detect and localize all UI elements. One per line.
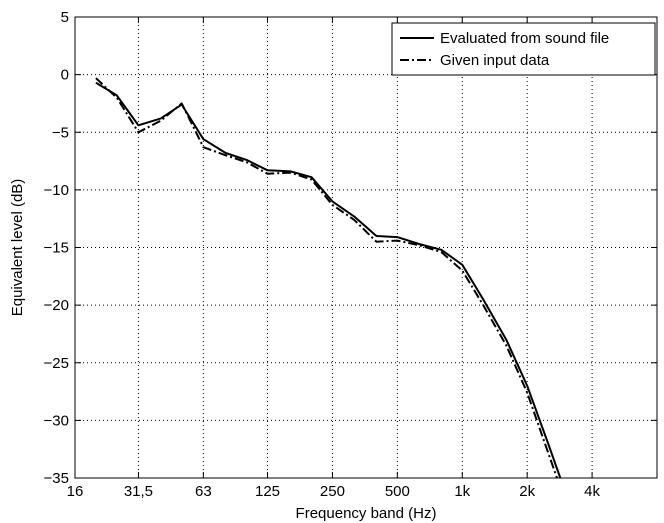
y-tick-label: 5 <box>61 9 69 26</box>
x-tick-label: 1k <box>454 483 470 500</box>
y-tick-label: −35 <box>44 470 69 487</box>
y-tick-label: −25 <box>44 355 69 372</box>
y-tick-label: −5 <box>52 124 69 141</box>
y-tick-label: −15 <box>44 240 69 257</box>
legend-label-evaluated: Evaluated from sound file <box>440 30 609 47</box>
legend-box <box>391 22 656 76</box>
x-tick-label: 63 <box>195 483 212 500</box>
x-axis-label: Frequency band (Hz) <box>296 505 437 522</box>
y-tick-label: 0 <box>61 67 69 84</box>
series-line-given <box>95 77 558 478</box>
legend: Evaluated from sound file Given input da… <box>391 22 656 76</box>
series-line-evaluated <box>95 81 562 478</box>
y-tick-label: −10 <box>44 182 69 199</box>
y-tick-label: −30 <box>44 412 69 429</box>
x-tick-label: 125 <box>255 483 280 500</box>
y-tick-label: −20 <box>44 297 69 314</box>
grid <box>75 17 657 478</box>
x-tick-label: 16 <box>67 483 84 500</box>
legend-label-given: Given input data <box>440 52 550 69</box>
plot-frame <box>74 16 658 479</box>
y-axis-label: Equivalent level (dB) <box>9 179 26 317</box>
series-layer <box>95 77 562 478</box>
x-tick-label: 250 <box>320 483 345 500</box>
x-tick-label: 4k <box>584 483 600 500</box>
ticks <box>74 16 657 479</box>
x-tick-label: 31,5 <box>124 483 153 500</box>
x-tick-label: 2k <box>519 483 535 500</box>
x-tick-label: 500 <box>385 483 410 500</box>
